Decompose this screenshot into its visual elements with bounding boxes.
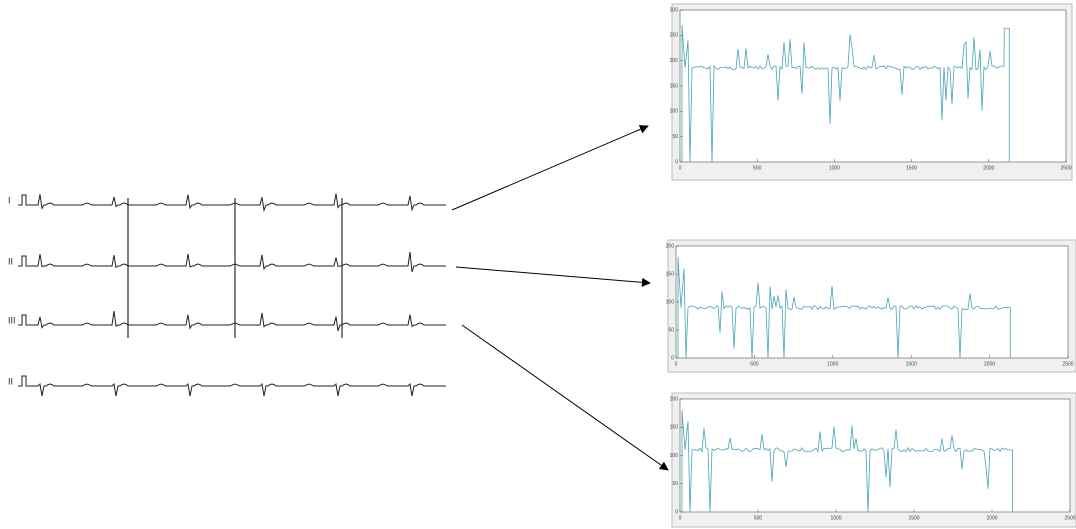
- y-tick-label: 50: [668, 327, 674, 333]
- x-tick-label: 2500: [1064, 515, 1075, 521]
- arrow: [462, 325, 668, 470]
- x-tick-label: 1500: [908, 515, 919, 521]
- x-tick-label: 2000: [984, 361, 995, 367]
- y-tick-label: 250: [670, 33, 679, 39]
- ecg-trace: [18, 194, 446, 211]
- x-tick-label: 1500: [906, 165, 917, 171]
- lead-label: III: [8, 315, 16, 325]
- x-tick-label: 1500: [906, 361, 917, 367]
- ecg-trace: [18, 311, 446, 331]
- y-tick-label: 100: [670, 453, 679, 459]
- x-tick-label: 1000: [827, 361, 838, 367]
- plot-area: [680, 399, 1070, 512]
- x-tick-label: 2500: [1062, 361, 1073, 367]
- x-tick-label: 0: [675, 361, 678, 367]
- plot-area: [676, 246, 1068, 358]
- x-tick-label: 500: [754, 515, 763, 521]
- x-tick-label: 2000: [983, 165, 994, 171]
- diagram: IIIIIIII05010015020025030005001000150020…: [0, 0, 1076, 529]
- x-tick-label: 2000: [986, 515, 997, 521]
- ecg-trace: [18, 376, 446, 396]
- x-tick-label: 0: [679, 165, 682, 171]
- page: {"leads": ["I", "II", "III", "II"], "plo…: [0, 0, 1076, 529]
- y-tick-label: 200: [670, 396, 679, 402]
- y-tick-label: 150: [670, 83, 679, 89]
- arrow: [456, 267, 650, 283]
- y-tick-label: 150: [666, 271, 675, 277]
- lead-label: II: [8, 256, 13, 266]
- lead-label: II: [8, 376, 13, 386]
- y-tick-label: 100: [670, 109, 679, 115]
- y-tick-label: 200: [666, 243, 675, 249]
- y-tick-label: 300: [670, 7, 679, 13]
- x-tick-label: 500: [750, 361, 759, 367]
- x-tick-label: 500: [753, 165, 762, 171]
- y-tick-label: 200: [670, 58, 679, 64]
- x-tick-label: 2500: [1060, 165, 1071, 171]
- y-tick-label: 50: [672, 134, 678, 140]
- y-tick-label: 50: [672, 481, 678, 487]
- y-tick-label: 150: [670, 425, 679, 431]
- plot-area: [680, 10, 1066, 162]
- ecg-trace: [18, 252, 446, 272]
- arrow: [452, 126, 648, 210]
- x-tick-label: 1000: [830, 515, 841, 521]
- lead-label: I: [8, 195, 11, 205]
- x-tick-label: 0: [679, 515, 682, 521]
- x-tick-label: 1000: [829, 165, 840, 171]
- y-tick-label: 100: [666, 299, 675, 305]
